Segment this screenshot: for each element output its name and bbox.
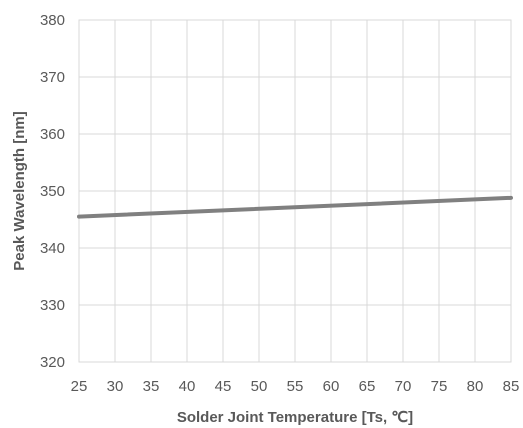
x-tick-label: 80 <box>467 378 484 395</box>
x-tick-label: 70 <box>395 378 412 395</box>
plot-area <box>78 19 512 363</box>
y-tick-label: 380 <box>40 12 65 29</box>
x-tick-label: 50 <box>251 378 268 395</box>
x-tick-label: 85 <box>503 378 520 395</box>
x-axis-title: Solder Joint Temperature [Ts, ℃] <box>177 409 413 426</box>
y-tick-label: 330 <box>40 297 65 314</box>
series-line-0 <box>77 195 513 219</box>
x-tick-label: 35 <box>143 378 160 395</box>
x-tick-label: 65 <box>359 378 376 395</box>
x-tick-label: 75 <box>431 378 448 395</box>
y-tick-label: 340 <box>40 240 65 257</box>
y-tick-labels: 320 330 340 350 360 370 380 <box>40 12 65 371</box>
x-tick-label: 25 <box>71 378 88 395</box>
x-tick-label: 40 <box>179 378 196 395</box>
x-tick-label: 55 <box>287 378 304 395</box>
y-axis-title: Peak Wavelength [nm] <box>11 111 28 270</box>
x-tick-label: 30 <box>107 378 124 395</box>
x-tick-label: 60 <box>323 378 340 395</box>
y-tick-label: 370 <box>40 69 65 86</box>
y-tick-label: 320 <box>40 354 65 371</box>
x-tick-labels: 25 30 35 40 45 50 55 60 65 70 75 80 85 <box>71 378 520 395</box>
y-tick-label: 360 <box>40 126 65 143</box>
x-tick-label: 45 <box>215 378 232 395</box>
series-layer <box>77 195 513 219</box>
y-tick-label: 350 <box>40 183 65 200</box>
